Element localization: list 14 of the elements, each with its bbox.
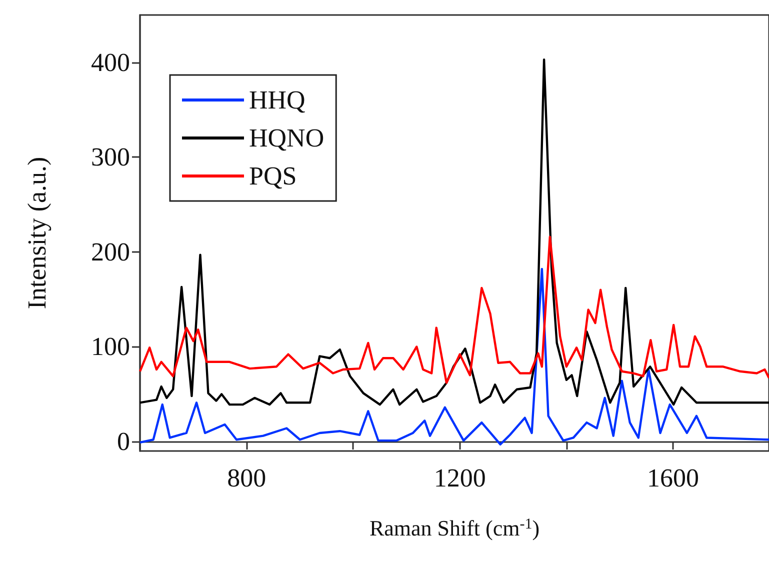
x-tick-label: 1600 bbox=[647, 464, 700, 492]
line-series bbox=[138, 236, 769, 384]
y-tick-label: 0 bbox=[117, 427, 130, 456]
y-axis-title: Intensity (a.u.) bbox=[22, 156, 52, 310]
x-tick-label: 1200 bbox=[434, 464, 486, 492]
legend-label: HHQ bbox=[249, 86, 306, 114]
legend-label: PQS bbox=[249, 162, 297, 190]
legend-label: HQNO bbox=[249, 124, 324, 152]
x-tick-label: 800 bbox=[227, 464, 266, 492]
y-tick-label: 100 bbox=[91, 332, 130, 362]
y-tick-label: 300 bbox=[91, 142, 130, 172]
y-tick-label: 200 bbox=[91, 237, 130, 266]
line-series bbox=[138, 58, 769, 406]
y-tick-label: 400 bbox=[91, 48, 130, 77]
